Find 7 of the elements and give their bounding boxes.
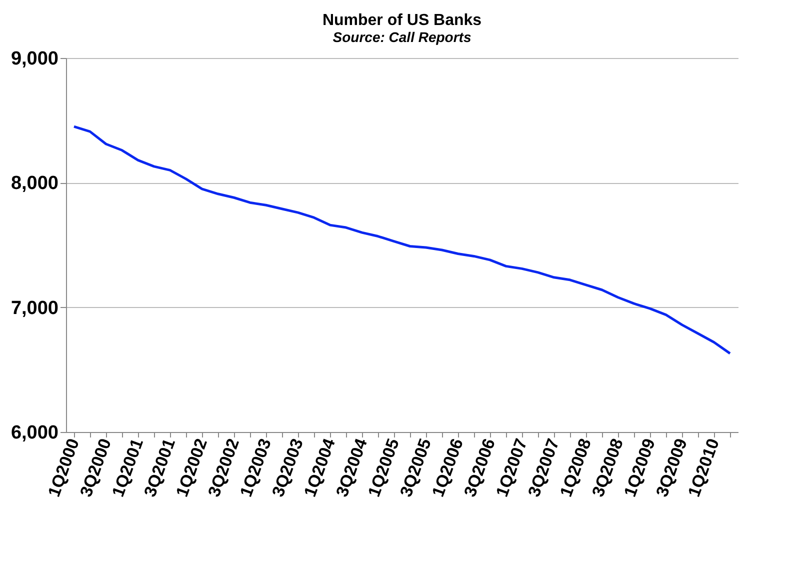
chart-subtitle: Source: Call Reports <box>332 29 472 45</box>
y-tick-label: 6,000 <box>10 422 58 444</box>
chart-title: Number of US Banks <box>322 12 482 29</box>
line-series <box>72 125 732 355</box>
y-tick-label: 8,000 <box>10 173 58 194</box>
y-tick-label: 9,000 <box>10 48 58 70</box>
y-tick-label: 7,000 <box>10 298 58 319</box>
